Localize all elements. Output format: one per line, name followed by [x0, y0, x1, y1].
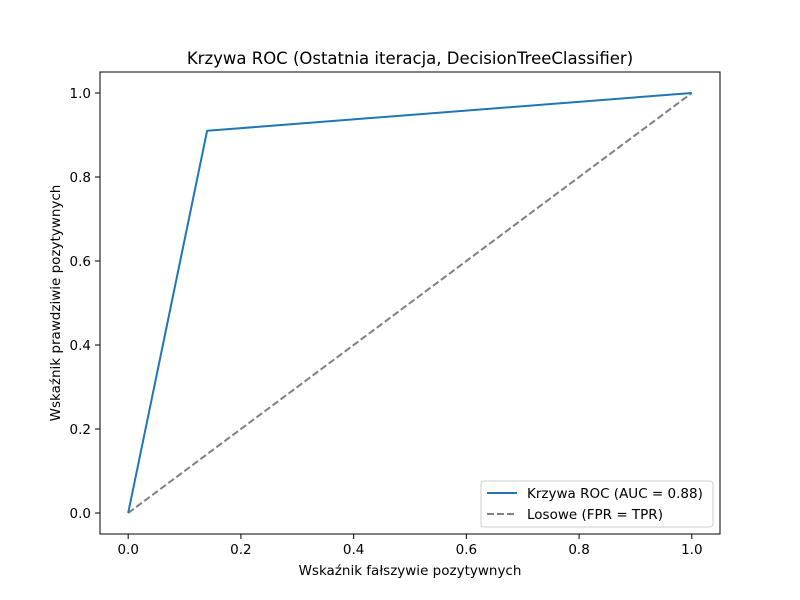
- x-axis-label: Wskaźnik fałszywie pozytywnych: [299, 563, 522, 579]
- x-tick-label: 0.0: [117, 542, 138, 558]
- legend-label-random: Losowe (FPR = TPR): [527, 507, 663, 523]
- x-tick-label: 0.4: [343, 542, 364, 558]
- legend-box: [480, 480, 714, 528]
- plot-area: 0.0 0.2 0.4 0.6 0.8 1.0 0.0 0.2 0.4 0.6 0.8 1.0: [70, 71, 721, 558]
- x-tick-label: 0.2: [230, 542, 251, 558]
- axes-frame: [99, 71, 721, 535]
- series-line-random: [127, 92, 693, 514]
- series-line-roc: [127, 92, 692, 514]
- x-tick-label: 1.0: [681, 542, 702, 558]
- y-ticks: 0.0 0.2 0.4 0.6 0.8 1.0: [70, 86, 100, 522]
- legend: Krzywa ROC (AUC = 0.88) Losowe (FPR = TP…: [480, 480, 714, 528]
- x-tick-label: 0.6: [456, 542, 477, 558]
- y-axis-label: Wskaźnik prawdziwie pozytywnych: [48, 185, 64, 422]
- y-tick-label: 0.0: [70, 506, 91, 522]
- series-layer: [127, 92, 693, 514]
- y-tick-label: 1.0: [70, 86, 91, 102]
- x-tick-label: 0.8: [568, 542, 589, 558]
- y-tick-label: 0.4: [70, 338, 91, 354]
- y-tick-label: 0.8: [70, 170, 91, 186]
- y-tick-label: 0.6: [70, 254, 91, 270]
- y-tick-label: 0.2: [70, 422, 91, 438]
- x-ticks: 0.0 0.2 0.4 0.6 0.8 1.0: [117, 534, 703, 558]
- chart-title: Krzywa ROC (Ostatnia iteracja, DecisionT…: [187, 49, 633, 68]
- legend-label-roc: Krzywa ROC (AUC = 0.88): [527, 486, 703, 502]
